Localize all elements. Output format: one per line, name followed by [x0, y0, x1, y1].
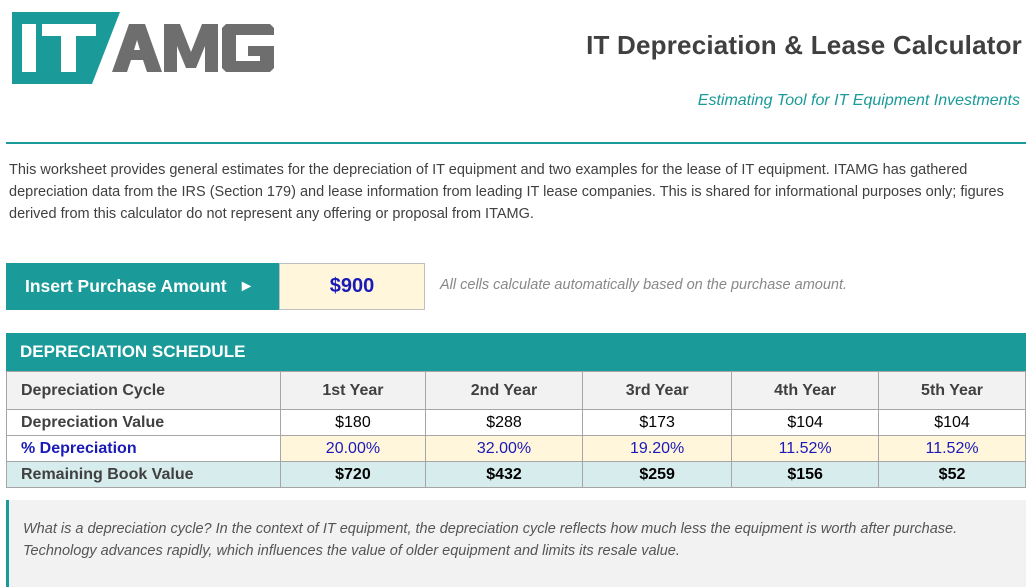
table-cell[interactable]: 11.52%	[878, 435, 1026, 462]
table-cell[interactable]: $52	[878, 461, 1026, 488]
intro-paragraph: This worksheet provides general estimate…	[9, 162, 1004, 222]
table-cell[interactable]: $156	[731, 461, 880, 488]
table-cell[interactable]: $104	[878, 409, 1026, 436]
header-cell-year: 5th Year	[878, 371, 1026, 410]
purchase-amount-input[interactable]: $900	[279, 263, 425, 310]
table-cell[interactable]: $259	[582, 461, 733, 488]
purchase-note: All cells calculate automatically based …	[440, 277, 848, 293]
table-cell[interactable]: $180	[280, 409, 426, 436]
table-cell[interactable]: $173	[582, 409, 733, 436]
page-title: IT Depreciation & Lease Calculator	[586, 30, 1022, 60]
table-row-remaining-book-value: Remaining Book Value $720 $432 $259 $156…	[6, 461, 1026, 488]
row-label: % Depreciation	[6, 435, 281, 462]
header-cell-year: 1st Year	[280, 371, 426, 410]
row-label: Remaining Book Value	[6, 461, 281, 488]
play-arrow-icon: ►	[238, 277, 255, 295]
depreciation-schedule-header: DEPRECIATION SCHEDULE	[6, 333, 1026, 371]
header-divider	[6, 142, 1026, 144]
header-cell-year: 2nd Year	[424, 371, 584, 410]
table-row-percent-depreciation: % Depreciation 20.00% 32.00% 19.20% 11.5…	[6, 435, 1026, 462]
purchase-amount-label: Insert Purchase Amount ►	[6, 263, 279, 310]
page-subtitle: Estimating Tool for IT Equipment Investm…	[697, 92, 1020, 109]
header-cell-year: 3rd Year	[582, 371, 733, 410]
table-header-row: Depreciation Cycle 1st Year 2nd Year 3rd…	[6, 371, 1026, 410]
depreciation-schedule-table: Depreciation Cycle 1st Year 2nd Year 3rd…	[6, 371, 1026, 488]
table-cell[interactable]: $288	[424, 409, 584, 436]
table-row-depreciation-value: Depreciation Value $180 $288 $173 $104 $…	[6, 409, 1026, 436]
header-cell-cycle: Depreciation Cycle	[6, 371, 281, 410]
table-cell[interactable]: 20.00%	[280, 435, 426, 462]
header-cell-year: 4th Year	[731, 371, 880, 410]
row-label: Depreciation Value	[6, 409, 281, 436]
table-cell[interactable]: $720	[280, 461, 426, 488]
table-cell[interactable]: $104	[731, 409, 880, 436]
table-cell[interactable]: $432	[424, 461, 584, 488]
table-cell[interactable]: 19.20%	[582, 435, 733, 462]
table-cell[interactable]: 11.52%	[731, 435, 880, 462]
table-cell[interactable]: 32.00%	[424, 435, 584, 462]
purchase-label-text: Insert Purchase Amount	[25, 276, 227, 296]
depreciation-cycle-explanation: What is a depreciation cycle? In the con…	[6, 500, 1026, 587]
itamg-logo	[12, 12, 274, 84]
